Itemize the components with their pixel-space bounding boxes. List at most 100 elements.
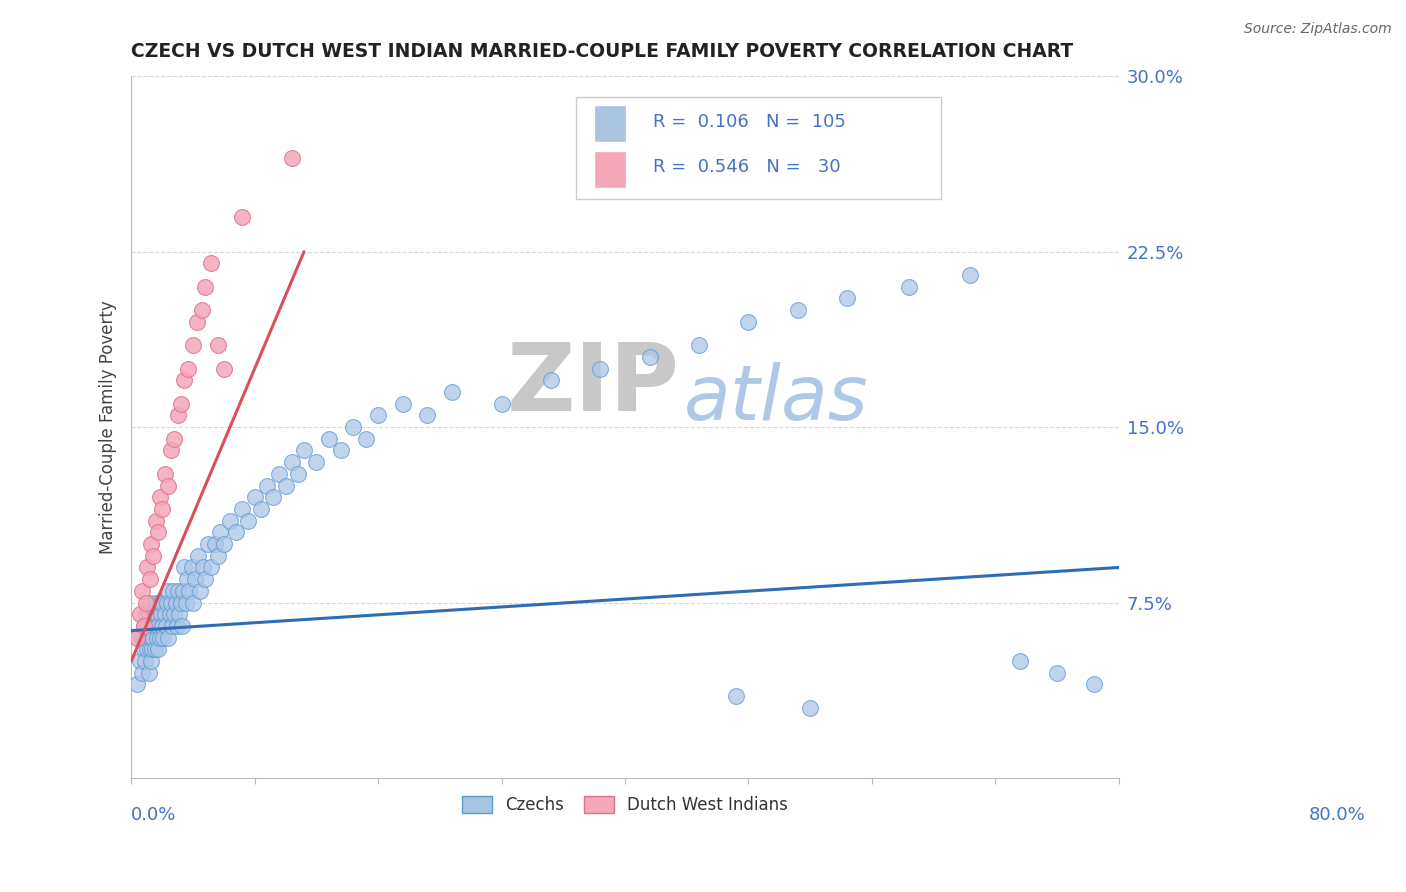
- Point: [138, 607, 160, 622]
- Point: [219, 514, 242, 528]
- Point: [835, 292, 858, 306]
- Point: [1008, 654, 1031, 668]
- Point: [274, 478, 297, 492]
- Point: [152, 631, 174, 645]
- Point: [212, 537, 235, 551]
- Point: [1046, 665, 1069, 680]
- Point: [127, 677, 149, 691]
- Point: [209, 525, 232, 540]
- Point: [131, 583, 153, 598]
- Point: [148, 642, 170, 657]
- Point: [150, 596, 173, 610]
- Point: [367, 409, 389, 423]
- Point: [540, 373, 562, 387]
- Point: [163, 432, 186, 446]
- Point: [146, 631, 169, 645]
- Point: [128, 654, 150, 668]
- Point: [416, 409, 439, 423]
- Point: [184, 572, 207, 586]
- Text: 80.0%: 80.0%: [1309, 806, 1365, 824]
- Point: [138, 665, 160, 680]
- Point: [135, 607, 157, 622]
- Point: [128, 607, 150, 622]
- Point: [160, 619, 183, 633]
- FancyBboxPatch shape: [575, 97, 941, 199]
- Point: [149, 631, 172, 645]
- Point: [139, 537, 162, 551]
- Point: [231, 210, 253, 224]
- Point: [142, 549, 165, 563]
- Point: [197, 537, 219, 551]
- Point: [142, 631, 165, 645]
- Point: [737, 315, 759, 329]
- Point: [287, 467, 309, 481]
- Point: [167, 583, 190, 598]
- Point: [150, 619, 173, 633]
- Point: [231, 502, 253, 516]
- Point: [1083, 677, 1105, 691]
- Point: [256, 478, 278, 492]
- Point: [139, 596, 162, 610]
- Point: [786, 303, 808, 318]
- Point: [167, 409, 190, 423]
- Point: [169, 596, 191, 610]
- Point: [187, 549, 209, 563]
- Text: atlas: atlas: [685, 362, 869, 436]
- Point: [165, 596, 187, 610]
- Point: [157, 631, 180, 645]
- Point: [330, 443, 353, 458]
- Point: [207, 549, 229, 563]
- Point: [204, 537, 226, 551]
- Point: [148, 525, 170, 540]
- Point: [132, 619, 155, 633]
- Point: [143, 642, 166, 657]
- Point: [212, 361, 235, 376]
- Point: [135, 596, 157, 610]
- Point: [225, 525, 247, 540]
- Point: [163, 607, 186, 622]
- Point: [243, 490, 266, 504]
- Point: [127, 631, 149, 645]
- Point: [166, 619, 188, 633]
- Point: [169, 607, 191, 622]
- Point: [149, 607, 172, 622]
- Point: [139, 654, 162, 668]
- Point: [141, 642, 163, 657]
- Point: [136, 560, 159, 574]
- Legend: Czechs, Dutch West Indians: Czechs, Dutch West Indians: [453, 788, 796, 822]
- Point: [391, 397, 413, 411]
- Point: [638, 350, 661, 364]
- Point: [589, 361, 612, 376]
- Point: [305, 455, 328, 469]
- Text: CZECH VS DUTCH WEST INDIAN MARRIED-COUPLE FAMILY POVERTY CORRELATION CHART: CZECH VS DUTCH WEST INDIAN MARRIED-COUPL…: [131, 42, 1074, 61]
- Point: [194, 279, 217, 293]
- Point: [250, 502, 273, 516]
- Point: [159, 607, 181, 622]
- Text: R =  0.546   N =   30: R = 0.546 N = 30: [652, 159, 841, 177]
- Point: [441, 384, 464, 399]
- Point: [159, 443, 181, 458]
- Point: [799, 701, 821, 715]
- Point: [153, 607, 176, 622]
- Point: [190, 303, 212, 318]
- Point: [156, 596, 179, 610]
- Point: [190, 583, 212, 598]
- Point: [169, 397, 191, 411]
- Point: [132, 642, 155, 657]
- Point: [149, 490, 172, 504]
- Point: [180, 560, 202, 574]
- Point: [146, 607, 169, 622]
- Point: [136, 642, 159, 657]
- Point: [200, 560, 222, 574]
- Point: [174, 596, 197, 610]
- Text: ZIP: ZIP: [506, 339, 679, 431]
- Point: [292, 443, 315, 458]
- Point: [148, 619, 170, 633]
- Point: [134, 654, 156, 668]
- Point: [280, 455, 302, 469]
- Point: [238, 514, 260, 528]
- Point: [177, 361, 200, 376]
- Point: [207, 338, 229, 352]
- Point: [688, 338, 710, 352]
- Point: [491, 397, 513, 411]
